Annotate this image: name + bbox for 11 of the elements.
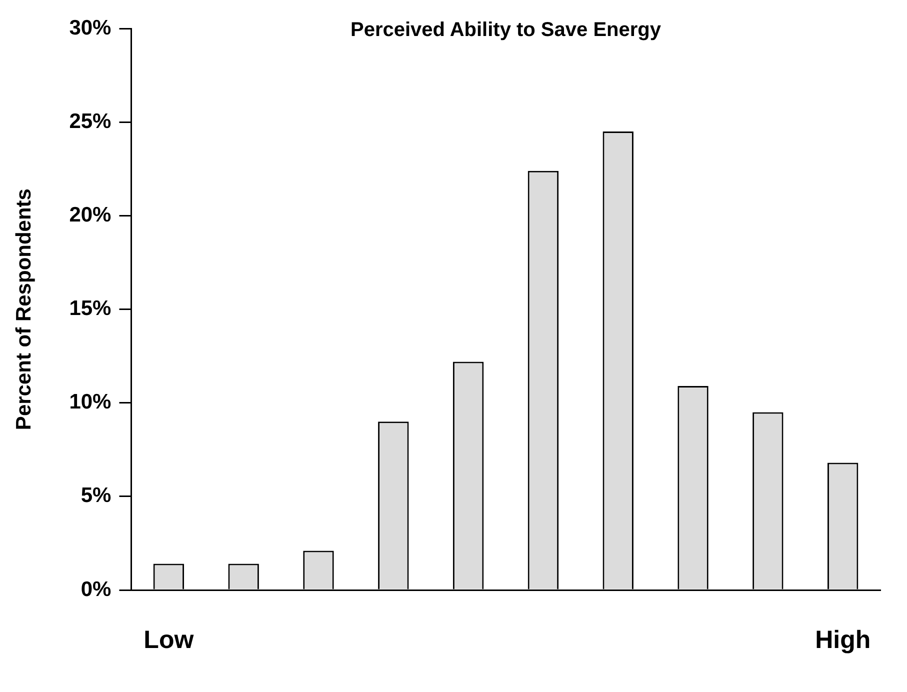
- y-axis-title: Percent of Respondents: [12, 188, 36, 430]
- y-tick-label: 10%: [69, 390, 112, 414]
- y-tick-label: 20%: [69, 204, 112, 227]
- x-tick-label: Low: [144, 626, 194, 654]
- y-tick-label: 15%: [69, 297, 112, 320]
- chart-title: Perceived Ability to Save Energy: [350, 19, 662, 42]
- y-tick-label: 0%: [80, 578, 112, 601]
- y-tick-label: 30%: [69, 16, 112, 40]
- y-tick-label: 5%: [80, 484, 112, 508]
- y-tick-label: 25%: [69, 110, 112, 133]
- x-tick-label: High: [815, 626, 871, 654]
